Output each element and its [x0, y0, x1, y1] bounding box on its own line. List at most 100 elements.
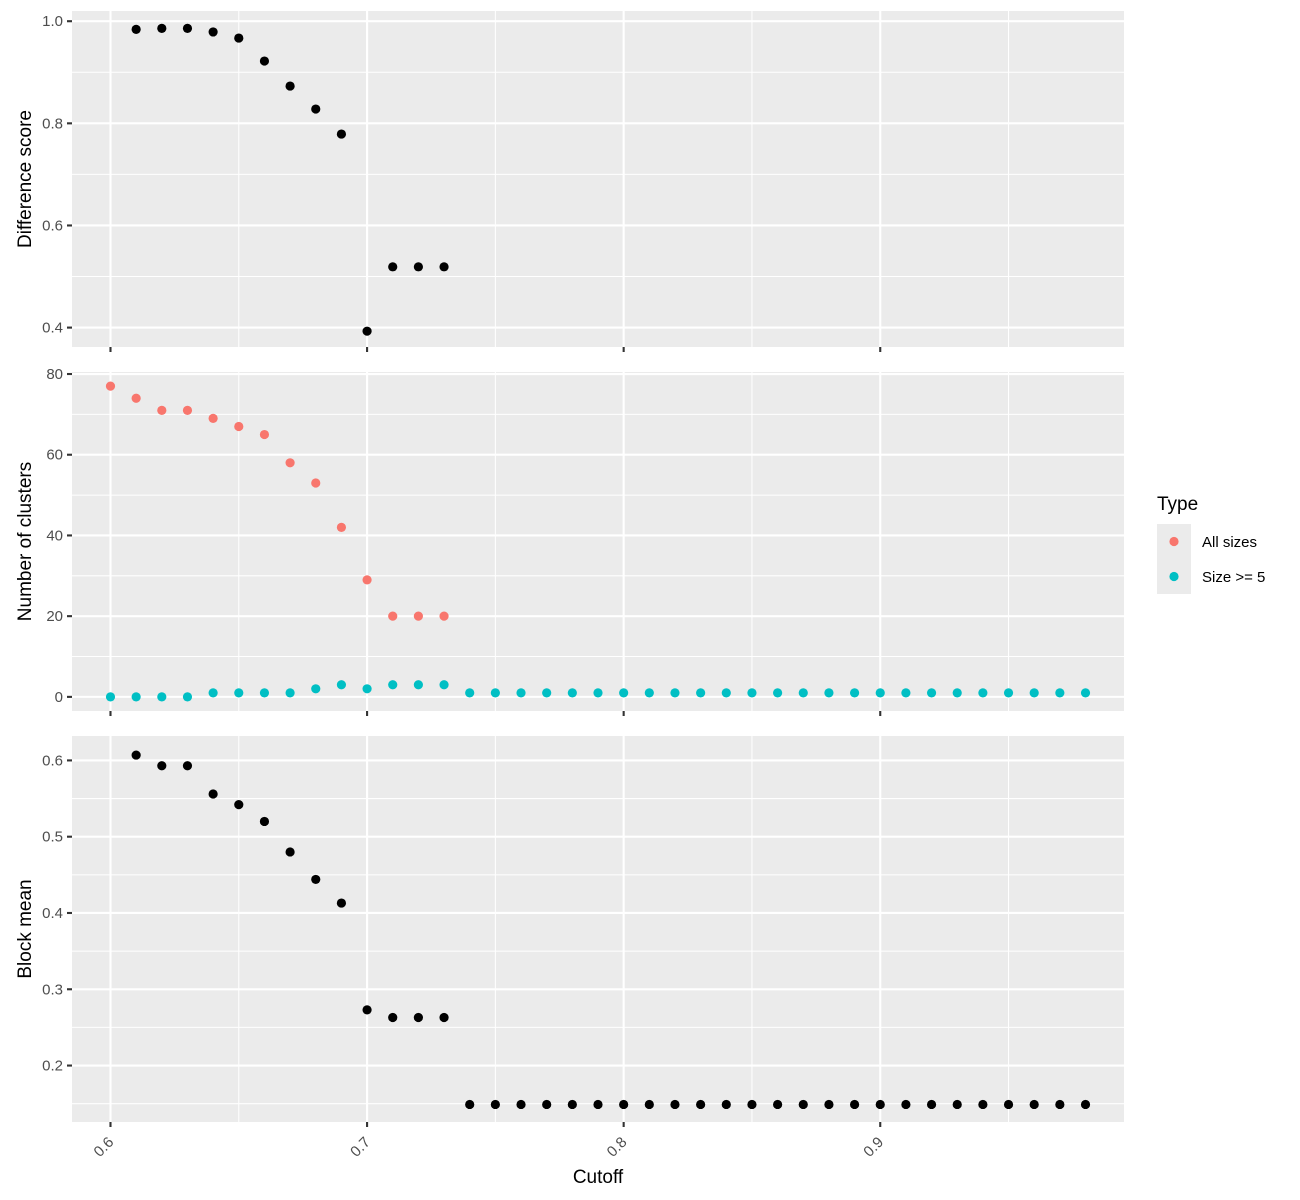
data-point: [1080, 688, 1091, 698]
data-point: [824, 1099, 834, 1110]
data-point: [285, 847, 295, 857]
legend-items: All sizes Size >= 5: [1157, 524, 1265, 594]
panel-top: 0.4 0.6 0.8 1.0 Difference score: [15, 11, 1124, 352]
data-point: [1003, 1099, 1014, 1110]
data-point: [311, 478, 321, 488]
data-point: [1055, 688, 1065, 698]
data-point: [311, 104, 321, 114]
panel-background: [72, 372, 1124, 711]
data-point: [259, 816, 270, 827]
data-point: [157, 692, 167, 702]
panel-background: [72, 736, 1124, 1122]
data-point: [567, 1099, 577, 1110]
data-point: [131, 24, 141, 34]
data-point: [208, 413, 218, 424]
data-point: [490, 688, 500, 698]
data-point: [978, 1099, 988, 1110]
data-point: [439, 1012, 449, 1023]
panel-background: [72, 11, 1124, 347]
x-axis-title: Cutoff: [573, 1167, 624, 1188]
data-point: [388, 611, 398, 621]
data-point: [182, 23, 193, 33]
y-tick-label: 0.8: [42, 115, 63, 132]
legend-key-swatch: [1169, 536, 1179, 547]
data-point: [157, 23, 167, 33]
data-point: [1029, 1099, 1039, 1110]
series-bottom: [131, 750, 1091, 1110]
y-tick-label: 80: [46, 366, 63, 383]
y-tick-label: 60: [46, 447, 63, 464]
data-point: [362, 1005, 372, 1015]
x-tick-label: 0.6: [91, 1134, 118, 1161]
y-tick-label: 0.3: [42, 981, 63, 998]
y-axis-title: Block mean: [15, 879, 36, 978]
data-point: [259, 56, 270, 66]
legend: Type All sizes Size >= 5: [1157, 494, 1265, 594]
data-point: [439, 611, 449, 621]
data-point: [798, 688, 808, 698]
data-point: [182, 405, 193, 415]
data-point: [1003, 688, 1014, 698]
data-point: [388, 262, 398, 272]
data-point: [542, 688, 552, 698]
data-point: [824, 688, 834, 698]
x-tick-label: 0.8: [604, 1134, 631, 1161]
data-point: [1080, 1099, 1091, 1110]
data-point: [952, 688, 962, 698]
data-point: [849, 1099, 860, 1110]
x-tick-label: 0.7: [347, 1134, 374, 1161]
y-tick-label: 0: [55, 689, 63, 706]
data-point: [670, 1099, 680, 1110]
data-point: [208, 27, 218, 37]
data-point: [721, 688, 731, 698]
data-point: [593, 688, 603, 698]
data-point: [849, 688, 860, 698]
data-point: [285, 81, 295, 91]
data-point: [773, 688, 783, 698]
data-point: [696, 688, 706, 698]
data-point: [311, 684, 321, 694]
data-point: [182, 692, 193, 702]
panel-bottom: 0.2 0.3 0.4 0.5 0.6 Block mean 0.6 0.7 0.8 0.9: [15, 736, 1124, 1161]
data-point: [259, 429, 270, 440]
data-point: [388, 680, 398, 690]
data-point: [336, 522, 347, 532]
y-tick-label: 1.0: [42, 13, 63, 30]
data-point: [593, 1099, 603, 1110]
data-point: [926, 688, 937, 698]
data-point: [773, 1099, 783, 1110]
data-point: [234, 688, 244, 698]
data-point: [208, 789, 218, 799]
data-point: [875, 688, 885, 698]
data-point: [131, 692, 141, 702]
data-point: [901, 688, 911, 698]
x-tick-label: 0.9: [860, 1134, 887, 1161]
data-point: [413, 262, 423, 272]
data-point: [619, 688, 629, 698]
data-point: [516, 1099, 526, 1110]
data-point: [413, 1012, 423, 1023]
data-point: [157, 761, 167, 771]
legend-label: Size >= 5: [1202, 569, 1265, 586]
y-tick-label: 20: [46, 608, 63, 625]
data-point: [670, 688, 680, 698]
legend-key-swatch: [1169, 571, 1179, 582]
series-top: [131, 23, 449, 336]
data-point: [362, 575, 372, 585]
data-point: [465, 1099, 475, 1110]
data-point: [234, 800, 244, 810]
data-point: [234, 421, 244, 432]
y-tick-label: 0.4: [42, 320, 63, 337]
data-point: [388, 1012, 398, 1023]
data-point: [336, 680, 347, 690]
data-point: [439, 262, 449, 272]
y-tick-label: 0.6: [42, 217, 63, 234]
data-point: [721, 1099, 731, 1110]
legend-title: Type: [1157, 494, 1198, 515]
data-point: [413, 680, 423, 690]
data-point: [542, 1099, 552, 1110]
data-point: [285, 458, 295, 468]
y-axis-title: Number of clusters: [15, 462, 36, 621]
data-point: [157, 405, 167, 415]
data-point: [644, 688, 654, 698]
